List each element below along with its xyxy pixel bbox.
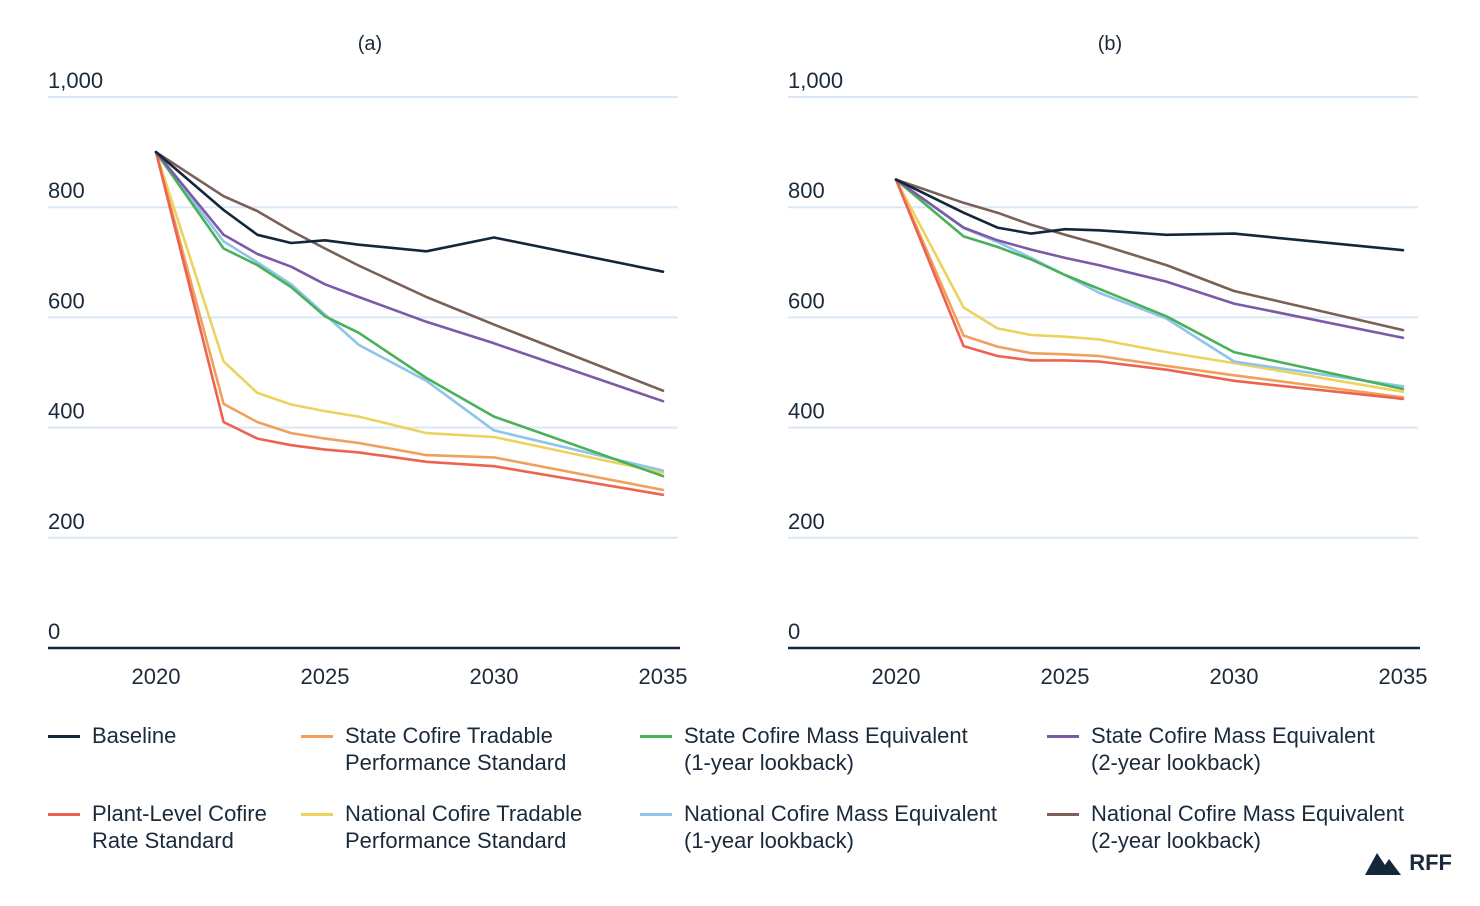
legend-item-state-mass-2yr: State Cofire Mass Equivalent (2-year loo… — [1047, 722, 1375, 776]
series-line-plant-level-cofire-rate-standard — [894, 178, 1405, 401]
x-tick-label: 2020 — [872, 664, 921, 689]
legend-item-baseline: Baseline — [48, 722, 176, 749]
series-line-national-cofire-mass-equivalent-2-year-lookback — [154, 150, 665, 393]
y-tick-label: 800 — [788, 178, 825, 203]
x-tick-label: 2030 — [470, 664, 519, 689]
y-tick-label: 1,000 — [48, 68, 103, 93]
legend-swatch — [48, 735, 80, 738]
y-tick-label: 800 — [48, 178, 85, 203]
legend-swatch — [1047, 735, 1079, 738]
series-line-state-cofire-tradable-performance-standard — [894, 178, 1405, 399]
series-line-state-cofire-mass-equivalent-1-year-lookback — [154, 150, 665, 478]
brand-text: RFF — [1409, 850, 1452, 875]
series-line-state-cofire-tradable-performance-standard — [154, 150, 665, 492]
legend-item-plant-level: Plant-Level Cofire Rate Standard — [48, 800, 267, 854]
y-tick-label: 1,000 — [788, 68, 843, 93]
legend-label: National Cofire Mass Equivalent (1-year … — [684, 801, 998, 853]
series-line-state-cofire-mass-equivalent-2-year-lookback — [154, 150, 665, 403]
series-line-national-cofire-mass-equivalent-1-year-lookback — [894, 178, 1405, 388]
legend-label: National Cofire Mass Equivalent (2-year … — [1091, 801, 1405, 853]
legend: Baseline State Cofire Tradable Performan… — [0, 718, 1480, 868]
legend-label: National Cofire Tradable Performance Sta… — [345, 801, 583, 853]
legend-swatch — [48, 813, 80, 816]
legend-label: Baseline — [92, 723, 177, 748]
y-tick-label: 400 — [788, 399, 825, 424]
legend-swatch — [1047, 813, 1079, 816]
charts-area: (a) 0 200 400 600 800 1,000 2020 2025 2030 2035 (b)… — [48, 33, 1428, 689]
legend-item-national-mass-1yr: National Cofire Mass Equivalent (1-year … — [640, 800, 997, 854]
series-line-national-cofire-mass-equivalent-2-year-lookback — [894, 178, 1405, 332]
panel-title: (b) — [1098, 33, 1122, 55]
x-tick-label: 2035 — [639, 664, 688, 689]
x-tick-label: 2025 — [301, 664, 350, 689]
panel-title: (a) — [358, 33, 382, 55]
series-line-state-cofire-mass-equivalent-2-year-lookback — [894, 178, 1405, 340]
mountain-logo-icon — [1365, 853, 1402, 875]
legend-swatch — [640, 813, 672, 816]
legend-item-national-mass-2yr: National Cofire Mass Equivalent (2-year … — [1047, 800, 1404, 854]
brand-logo: RFF — [1365, 850, 1452, 876]
x-tick-label: 2035 — [1379, 664, 1428, 689]
series-line-baseline — [154, 150, 665, 274]
series-line-national-cofire-tradable-performance-standard — [894, 178, 1405, 394]
legend-item-national-tps: National Cofire Tradable Performance Sta… — [301, 800, 582, 854]
legend-label: Plant-Level Cofire Rate Standard — [92, 801, 267, 853]
legend-swatch — [640, 735, 672, 738]
x-tick-label: 2030 — [1210, 664, 1259, 689]
series-line-state-cofire-mass-equivalent-1-year-lookback — [894, 178, 1405, 391]
legend-label: State Cofire Mass Equivalent (2-year loo… — [1091, 723, 1375, 775]
y-tick-label: 400 — [48, 399, 85, 424]
legend-swatch — [301, 813, 333, 816]
y-tick-label: 0 — [48, 619, 60, 644]
y-tick-label: 0 — [788, 619, 800, 644]
x-tick-label: 2020 — [132, 664, 181, 689]
y-tick-label: 200 — [788, 509, 825, 534]
y-tick-label: 600 — [788, 288, 825, 313]
legend-item-state-mass-1yr: State Cofire Mass Equivalent (1-year loo… — [640, 722, 968, 776]
series-line-baseline — [894, 178, 1405, 252]
series-line-national-cofire-tradable-performance-standard — [154, 150, 665, 475]
x-tick-label: 2025 — [1041, 664, 1090, 689]
legend-item-state-tps: State Cofire Tradable Performance Standa… — [301, 722, 566, 776]
legend-swatch — [301, 735, 333, 738]
legend-label: State Cofire Mass Equivalent (1-year loo… — [684, 723, 968, 775]
y-tick-label: 600 — [48, 288, 85, 313]
series-line-plant-level-cofire-rate-standard — [154, 150, 665, 497]
legend-label: State Cofire Tradable Performance Standa… — [345, 723, 567, 775]
y-tick-label: 200 — [48, 509, 85, 534]
